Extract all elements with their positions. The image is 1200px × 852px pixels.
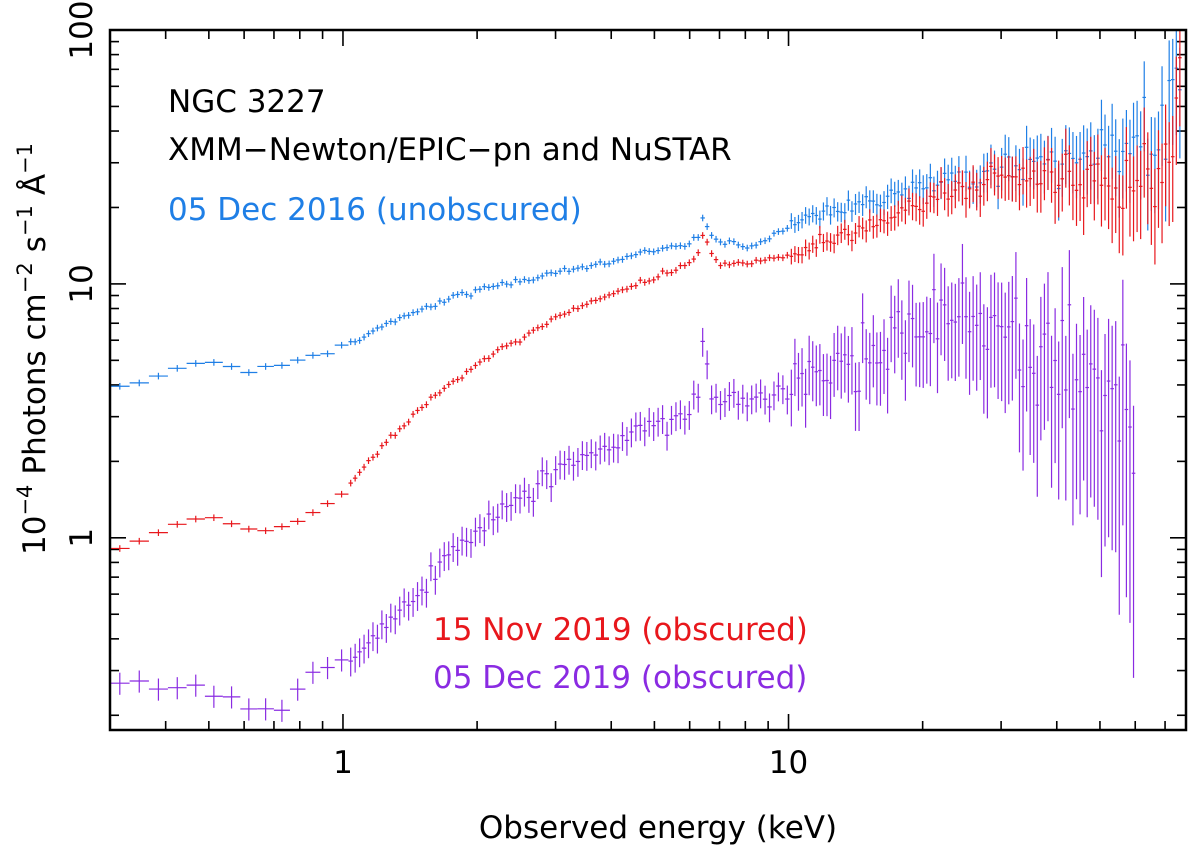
y-axis-label-cm-exp: −2	[13, 262, 37, 293]
y-axis-label-s-exp: −1	[13, 205, 37, 236]
legend-entry-dec-2019: 05 Dec 2019 (obscured)	[433, 660, 807, 696]
y-tick-labels: 1 10 100	[64, 0, 100, 547]
x-tick-label: 10	[769, 745, 808, 781]
y-axis-label-unit: Å	[17, 174, 53, 195]
series-3	[110, 243, 1136, 722]
y-tick-label: 1	[64, 528, 100, 548]
x-tick-labels: 1 10	[333, 745, 808, 781]
y-axis-label-prefix-exp: −4	[13, 485, 37, 516]
y-tick-label: 10	[64, 264, 100, 303]
data-series	[110, 30, 1182, 722]
y-axis-label-unit-exp: −1	[13, 143, 37, 174]
legend-entry-nov-2019: 15 Nov 2019 (obscured)	[433, 612, 808, 648]
y-tick-label: 100	[64, 0, 100, 59]
y-axis-label: 10−4Photons cm−2s−1Å−1	[13, 143, 53, 555]
legend-entry-2016: 05 Dec 2016 (unobscured)	[168, 192, 582, 228]
chart-title-line-2: XMM−Newton/EPIC−pn and NuSTAR	[168, 132, 732, 168]
plot-frame	[108, 28, 1188, 732]
y-axis-label-text: Photons cm	[17, 293, 53, 474]
x-tick-label: 1	[333, 745, 353, 781]
y-axis-label-s: s	[17, 236, 53, 252]
series-2	[110, 30, 1182, 552]
x-axis-label: Observed energy (keV)	[479, 810, 837, 846]
chart-title-line-1: NGC 3227	[168, 84, 326, 120]
axis-ticks	[109, 29, 1186, 730]
y-axis-label-prefix: 10	[17, 516, 53, 555]
